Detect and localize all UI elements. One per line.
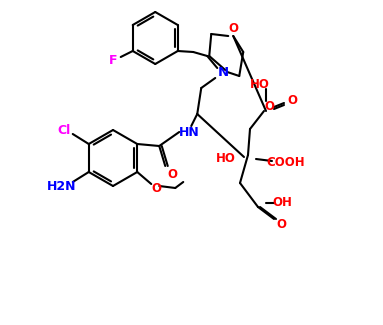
Text: N: N: [218, 66, 229, 79]
Text: HO: HO: [216, 152, 236, 165]
Text: HO: HO: [250, 79, 270, 92]
Text: F: F: [108, 55, 117, 68]
Text: OH: OH: [272, 196, 292, 209]
Text: O: O: [167, 167, 177, 180]
Text: O: O: [151, 183, 161, 196]
Text: O: O: [287, 95, 297, 108]
Text: O: O: [264, 100, 274, 113]
Text: H2N: H2N: [47, 180, 77, 193]
Text: Cl: Cl: [57, 124, 70, 136]
Text: HN: HN: [179, 126, 200, 139]
Text: COOH: COOH: [267, 157, 305, 170]
Text: O: O: [228, 22, 238, 35]
Text: O: O: [276, 217, 286, 230]
